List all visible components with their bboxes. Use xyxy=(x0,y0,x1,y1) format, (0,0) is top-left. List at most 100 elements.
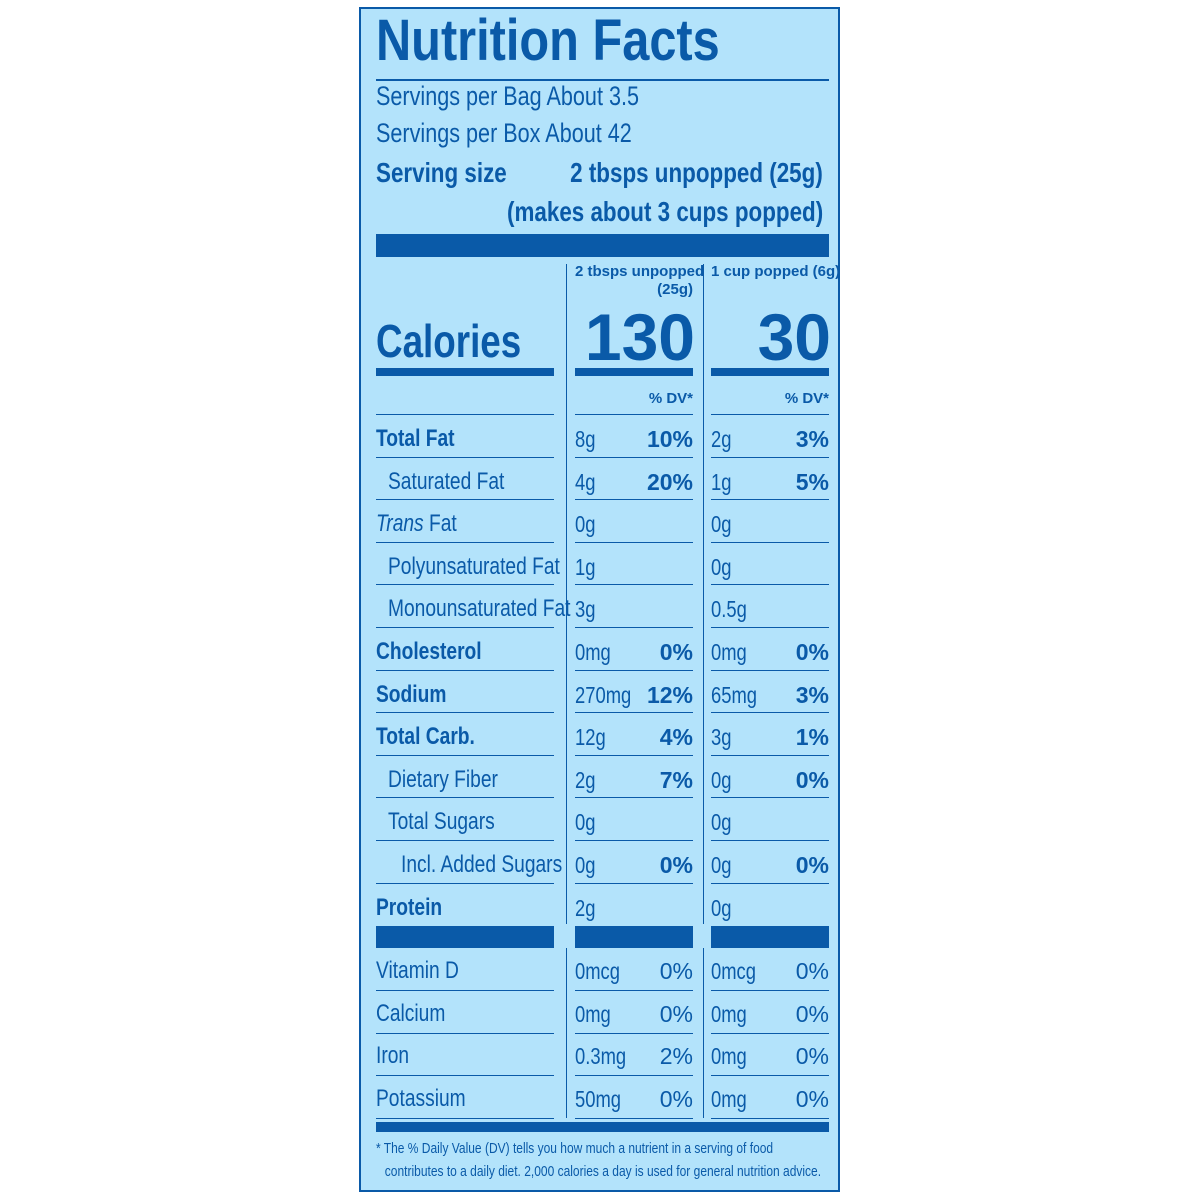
col1-amount: 0mcg xyxy=(575,958,620,984)
row-rule xyxy=(575,414,693,415)
col2-dv: 0% xyxy=(795,1043,829,1069)
nutrient-name: Potassium xyxy=(376,1084,466,1112)
col2-amount: 0g xyxy=(711,809,732,836)
nutrient-name: Cholesterol xyxy=(376,638,482,665)
col1-amount: 3g xyxy=(575,596,596,623)
col1-dv: 2% xyxy=(659,1043,693,1069)
calories-bar-0 xyxy=(376,368,554,376)
col1-amount: 2g xyxy=(575,894,596,921)
footnote: * The % Daily Value (DV) tells you how m… xyxy=(376,1137,821,1183)
col1-amount: 0mg xyxy=(575,1000,611,1027)
col2-amount: 0mcg xyxy=(711,958,756,984)
row-rule xyxy=(711,1117,829,1119)
col2-dv: 1% xyxy=(795,724,829,751)
col1-dv: 0% xyxy=(659,1000,693,1027)
row-rule xyxy=(575,499,693,501)
serving-size-value: 2 tbsps unpopped (25g) xyxy=(507,157,823,189)
nutrient-name: Protein xyxy=(376,893,443,921)
col2-amount: 0g xyxy=(711,511,732,538)
calories-label: Calories xyxy=(376,315,522,367)
col2-amount: 0mg xyxy=(711,1000,747,1027)
nutrient-name: Total Sugars xyxy=(388,808,495,836)
col1-amount: 0g xyxy=(575,511,596,538)
col1-amount: 4g xyxy=(575,468,596,495)
calories-col1: 130 xyxy=(584,300,695,374)
col2-dv: 0% xyxy=(795,1085,829,1112)
row-rule xyxy=(575,627,693,628)
row-rule xyxy=(711,456,829,458)
row-rule xyxy=(711,1032,829,1034)
nutrient-name: Total Fat xyxy=(376,425,455,452)
row-rule xyxy=(376,754,554,756)
nutrient-name: Sodium xyxy=(376,680,447,708)
row-rule xyxy=(575,669,693,671)
row-rule xyxy=(376,1117,554,1119)
row-rule xyxy=(376,669,554,671)
col1-amount: 8g xyxy=(575,426,596,452)
thick-bar-top xyxy=(376,234,829,257)
row-rule xyxy=(711,840,829,841)
row-rule xyxy=(711,990,829,991)
col1-amount: 12g xyxy=(575,724,606,751)
nutrient-name: Polyunsaturated Fat xyxy=(388,552,560,580)
col2-amount: 1g xyxy=(711,468,732,495)
col1-dv: 4% xyxy=(659,724,693,751)
column-divider-2 xyxy=(703,264,704,924)
vitamin-bar-1 xyxy=(575,926,693,948)
serving-size-note-text: (makes about 3 cups popped) xyxy=(506,196,823,227)
nutrient-name: Trans Fat xyxy=(376,510,457,538)
nutrient-name: Total Carb. xyxy=(376,723,475,751)
col1-dv: 0% xyxy=(659,1085,693,1112)
nutrient-name-italic: Trans xyxy=(376,510,424,538)
row-rule xyxy=(376,499,554,501)
footnote-line1: * The % Daily Value (DV) tells you how m… xyxy=(376,1140,774,1157)
col2-amount: 3g xyxy=(711,724,732,751)
nutrient-name: Saturated Fat xyxy=(388,467,505,495)
col1-amount: 50mg xyxy=(575,1085,622,1112)
row-rule xyxy=(376,541,554,543)
col1-dv: 12% xyxy=(646,681,693,708)
col2-amount: 0g xyxy=(711,852,732,878)
footnote-line2: contributes to a daily diet. 2,000 calor… xyxy=(384,1163,822,1180)
row-rule xyxy=(575,1032,693,1034)
title-rule xyxy=(376,79,829,81)
column-divider-2b xyxy=(703,948,704,1118)
row-rule xyxy=(376,414,554,415)
col1-amount: 2g xyxy=(575,766,596,793)
row-rule xyxy=(575,584,693,586)
dv-header-col1: % DV* xyxy=(648,390,693,407)
row-rule xyxy=(575,882,693,884)
row-rule xyxy=(376,882,554,884)
col2-header: 1 cup popped (6g) xyxy=(711,263,841,280)
serving-size-label: Serving size xyxy=(376,157,507,188)
nutrition-facts-label: Nutrition Facts Servings per Bag About 3… xyxy=(359,7,840,1192)
serving-size-value-text: 2 tbsps unpopped (25g) xyxy=(570,157,823,188)
row-rule xyxy=(711,499,829,501)
col2-dv: 0% xyxy=(795,639,829,665)
nutrient-name: Incl. Added Sugars xyxy=(401,851,563,878)
row-rule xyxy=(376,1075,554,1076)
col2-amount: 2g xyxy=(711,426,732,452)
col2-dv: 5% xyxy=(795,468,829,495)
col2-dv: 0% xyxy=(795,958,829,984)
row-rule xyxy=(575,797,693,799)
col2-dv: 0% xyxy=(795,852,829,878)
row-rule xyxy=(575,840,693,841)
nutrient-name: Calcium xyxy=(376,999,446,1027)
nutrient-name: Iron xyxy=(376,1042,410,1069)
servings-per-bag: Servings per Bag About 3.5 xyxy=(376,81,639,111)
servings-per-box: Servings per Box About 42 xyxy=(376,118,632,148)
col1-amount: 0mg xyxy=(575,639,611,665)
col2-dv: 0% xyxy=(795,766,829,793)
col1-amount: 0.3mg xyxy=(575,1043,627,1069)
col1-header-line2: (25g) xyxy=(657,281,693,298)
col2-dv: 3% xyxy=(795,426,829,452)
col1-amount: 1g xyxy=(575,553,596,580)
col1-dv: 0% xyxy=(659,958,693,984)
column-divider-1 xyxy=(566,264,567,924)
col1-amount: 0g xyxy=(575,852,596,878)
nutrient-name-rest: Fat xyxy=(423,510,457,538)
row-rule xyxy=(575,1117,693,1119)
row-rule xyxy=(376,1032,554,1034)
row-rule xyxy=(376,584,554,586)
